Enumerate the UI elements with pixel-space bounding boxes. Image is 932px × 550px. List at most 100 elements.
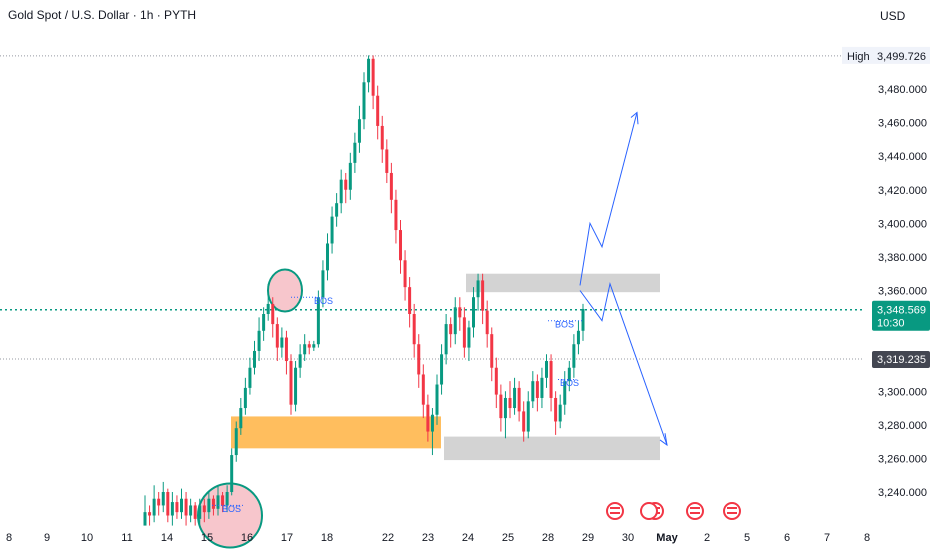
flag-stripe [727,507,737,509]
time-tick-label: 11 [121,532,132,544]
high-tag [842,46,930,64]
candle-body [462,317,466,348]
candle-body [449,324,453,335]
price-tick-label: 3,300.000 [878,386,927,398]
candle-body [558,404,562,422]
candle-body [175,502,179,513]
candle-body [554,397,558,422]
currency-label[interactable]: USD [880,9,906,23]
candle-body [522,411,526,432]
candle-body [408,287,412,315]
time-tick-label: 25 [502,532,514,544]
candle-body [399,230,402,261]
bos-label: BOS [314,296,333,306]
marker-price-value: 3,319.235 [877,354,926,366]
high-value: 3,499.726 [877,51,926,63]
candle-body [326,243,329,271]
candle-body [284,337,288,362]
candle-body [485,310,489,335]
price-tick-label: 3,460.000 [878,118,927,130]
candle-body [243,387,247,409]
candle-body [339,179,343,204]
us-event-flag-icon [606,502,624,520]
current-price-value: 3,348.569 [877,305,926,317]
symbol-title[interactable]: Gold Spot / U.S. Dollar · 1h · PYTH [8,8,197,22]
candle-body [257,330,261,351]
chart-grid [0,55,862,360]
candle-body [453,307,457,335]
candle-body [234,428,238,456]
candle-body [207,498,211,513]
time-tick-label: 28 [542,532,554,544]
resistance-box [466,273,660,293]
candle-body [216,495,220,509]
candle-body [503,397,507,419]
flag-stripe [690,507,700,509]
us-event-flag-icon [723,502,741,520]
candle-body [435,384,439,415]
us-event-flag-icon [640,502,658,520]
candle-body [531,381,535,402]
candle-body [494,367,498,395]
price-axis[interactable]: 3,480.000 3,460.000 3,440.000 3,420.000 3,40… [842,46,930,499]
candle-body [572,344,576,368]
candle-body [271,303,275,325]
time-tick-label: 6 [784,532,790,544]
candle-body [472,297,475,328]
candle-body [161,492,165,506]
candle-body [239,408,243,429]
candle-body [394,199,398,231]
candle-body [211,498,215,509]
countdown-value: 10:30 [877,318,905,330]
candle-body [576,330,580,345]
candle-body [535,381,539,398]
projection-down-arrow [579,281,668,446]
candle-body [348,162,352,190]
time-tick-label: 18 [321,532,333,544]
candles-layer [143,55,585,526]
high-label: High [847,51,870,63]
candle-body [417,344,421,375]
candle-body [266,303,270,315]
candle-body [389,172,393,200]
candle-body [353,142,357,163]
bos-label: BOS [560,378,579,388]
candle-body [184,498,188,516]
candle-body [362,82,366,120]
time-axis[interactable]: 8 9 10 11 14 15 16 17 18 22 23 24 25 28 29 30 May 2 5 6 7 8 [6,532,870,544]
time-tick-label: 16 [241,532,253,544]
candle-body [444,324,448,355]
candle-body [426,404,430,432]
candle-body [152,498,156,516]
time-tick-label: 17 [281,532,293,544]
candle-body [508,397,512,409]
candle-body [376,95,380,126]
candle-body [581,308,585,331]
projection-up-arrow [579,112,638,286]
candle-body [248,367,252,388]
candle-body [403,260,407,288]
candle-body [371,58,375,96]
candle-body [513,387,517,409]
time-tick-label: 8 [864,532,870,544]
candle-body [307,344,311,348]
candle-body [330,216,334,244]
candle-body [499,394,503,419]
candle-body [262,314,266,331]
candle-body [563,381,567,405]
bos-label: BOS [222,504,241,514]
price-tick-label: 3,400.000 [878,218,927,230]
candle-body [357,119,361,143]
bos-label: BOS [555,319,574,329]
candle-body [275,324,279,348]
time-tick-label: 23 [422,532,434,544]
candle-body [567,367,571,382]
price-tick-label: 3,480.000 [878,84,927,96]
time-tick-label: 10 [81,532,93,544]
candle-body [289,361,293,405]
price-tick-label: 3,380.000 [878,252,927,264]
candle-body [321,270,325,298]
candle-body [198,505,202,519]
time-tick-label: 5 [744,532,750,544]
